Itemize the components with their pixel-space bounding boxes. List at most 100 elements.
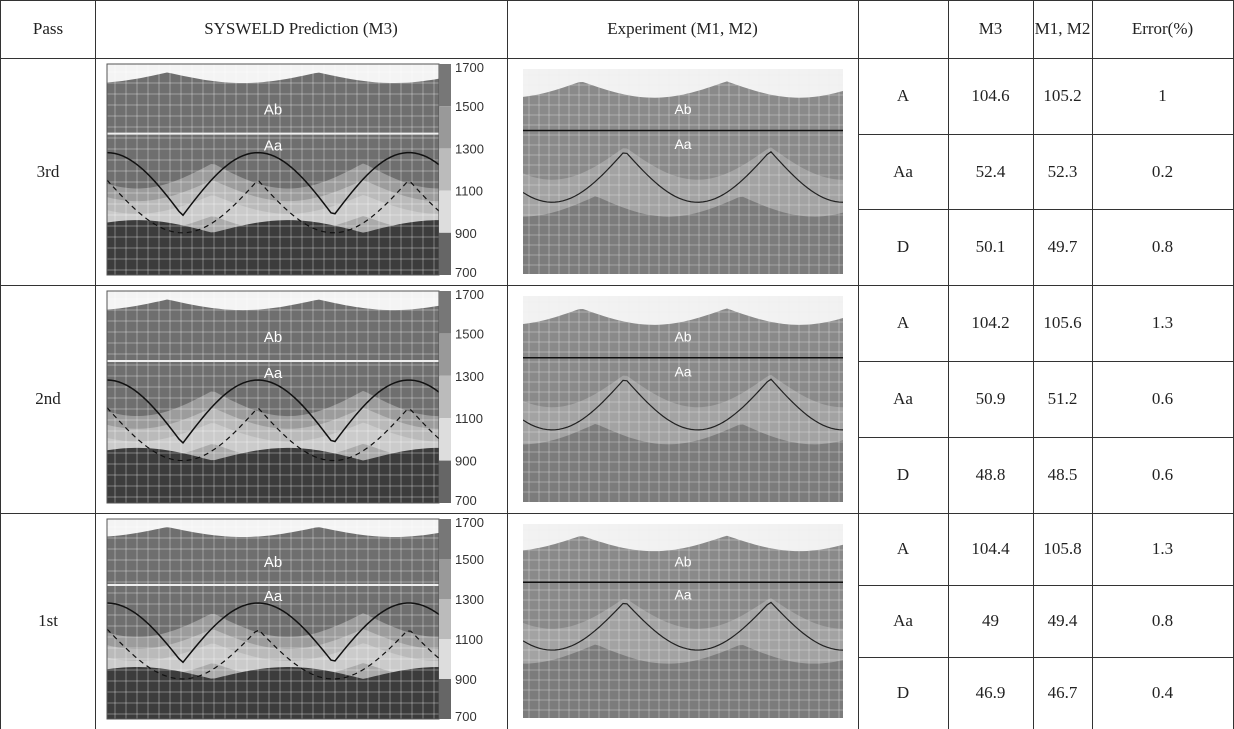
- error-value: 1.3: [1092, 513, 1234, 586]
- colorbar-label: 1500: [455, 326, 484, 341]
- m3-value: 49: [948, 585, 1034, 658]
- region-label: Aa: [674, 363, 691, 379]
- experiment-cell: Ab Aa: [507, 58, 859, 286]
- colorbar-label: 700: [455, 265, 477, 280]
- header-empty: [858, 0, 949, 59]
- colorbar-label: 1700: [455, 60, 484, 75]
- m3-value: 46.9: [948, 657, 1034, 729]
- page: PassSYSWELD Prediction (M3)Experiment (M…: [0, 0, 1234, 729]
- region-label: Ab: [264, 554, 282, 571]
- zone-label: Aa: [858, 585, 949, 658]
- m3-value: 104.4: [948, 513, 1034, 586]
- m1m2-value: 49.7: [1033, 209, 1093, 286]
- colorbar-label: 1300: [455, 592, 484, 607]
- m1m2-value: 49.4: [1033, 585, 1093, 658]
- m3-value: 104.2: [948, 285, 1034, 362]
- colorbar-segment: [439, 376, 451, 418]
- error-value: 0.6: [1092, 437, 1234, 514]
- colorbar-label: 700: [455, 709, 477, 724]
- error-value: 1.3: [1092, 285, 1234, 362]
- header-cell: Pass: [1, 0, 96, 59]
- prediction-map: Ab Aa: [107, 519, 439, 719]
- pass-label: 1st: [1, 513, 96, 729]
- colorbar-label: 1300: [455, 141, 484, 156]
- error-value: 0.2: [1092, 134, 1234, 210]
- m1m2-value: 46.7: [1033, 657, 1093, 729]
- experiment-image: Ab Aa: [523, 296, 843, 502]
- colorbar-label: 900: [455, 454, 477, 469]
- zone-label: Aa: [858, 361, 949, 438]
- zone-label: D: [858, 437, 949, 514]
- prediction-map: Ab Aa: [107, 291, 439, 503]
- region-label: Ab: [674, 101, 691, 117]
- m1m2-value: 48.5: [1033, 437, 1093, 514]
- header-cell: SYSWELD Prediction (M3): [95, 0, 508, 59]
- colorbar-segment: [439, 639, 451, 679]
- colorbar-label: 1500: [455, 99, 484, 114]
- colorbar-segment: [439, 599, 451, 639]
- temperature-band: [107, 667, 439, 719]
- colorbar-segment: [439, 418, 451, 460]
- colorbar-label: 1100: [455, 632, 483, 647]
- m1m2-value: 105.6: [1033, 285, 1093, 362]
- region-label: Ab: [264, 329, 282, 346]
- m1m2-value: 52.3: [1033, 134, 1093, 210]
- header-cell: M1, M2: [1033, 0, 1093, 59]
- error-value: 0.8: [1092, 209, 1234, 286]
- colorbar-segment: [439, 291, 451, 333]
- colorbar-label: 1300: [455, 369, 484, 384]
- region-label: Ab: [674, 554, 691, 570]
- colorbar-segment: [439, 148, 451, 190]
- header-cell: Experiment (M1, M2): [507, 0, 859, 59]
- zone-label: Aa: [858, 134, 949, 210]
- region-label: Ab: [674, 328, 691, 344]
- experiment-image: Ab Aa: [523, 524, 843, 718]
- region-label: Aa: [674, 587, 691, 603]
- colorbar-label: 1500: [455, 552, 484, 567]
- colorbar-segment: [439, 333, 451, 375]
- error-value: 0.6: [1092, 361, 1234, 438]
- region-label: Aa: [264, 588, 283, 605]
- zone-label: D: [858, 657, 949, 729]
- m3-value: 50.9: [948, 361, 1034, 438]
- colorbar-label: 1100: [455, 411, 483, 426]
- m3-value: 50.1: [948, 209, 1034, 286]
- region-label: Aa: [674, 136, 691, 152]
- experiment-image: Ab Aa: [523, 69, 843, 274]
- colorbar-segment: [439, 679, 451, 719]
- colorbar-segment: [439, 461, 451, 503]
- zone-label: A: [858, 513, 949, 586]
- error-value: 1: [1092, 58, 1234, 135]
- zone-label: A: [858, 285, 949, 362]
- error-value: 0.4: [1092, 657, 1234, 729]
- m3-value: 104.6: [948, 58, 1034, 135]
- region-label: Aa: [264, 365, 283, 382]
- colorbar-segment: [439, 106, 451, 148]
- colorbar-segment: [439, 519, 451, 559]
- colorbar-label: 700: [455, 493, 477, 508]
- zone-label: A: [858, 58, 949, 135]
- m1m2-value: 51.2: [1033, 361, 1093, 438]
- experiment-cell: Ab Aa: [507, 285, 859, 514]
- colorbar-segment: [439, 559, 451, 599]
- m3-value: 48.8: [948, 437, 1034, 514]
- region-label: Aa: [264, 138, 283, 155]
- pass-label: 3rd: [1, 58, 96, 286]
- colorbar-segment: [439, 191, 451, 233]
- colorbar-label: 1100: [455, 184, 483, 199]
- header-cell: Error(%): [1092, 0, 1234, 59]
- zone-label: D: [858, 209, 949, 286]
- pass-label: 2nd: [1, 285, 96, 514]
- colorbar-label: 1700: [455, 515, 484, 530]
- colorbar-segment: [439, 233, 451, 275]
